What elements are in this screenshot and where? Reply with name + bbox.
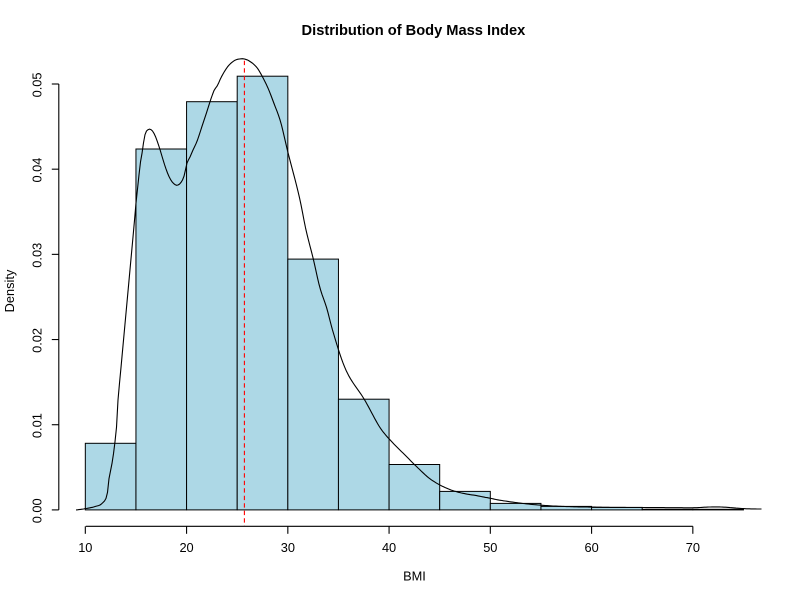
- svg-text:20: 20: [179, 540, 193, 555]
- svg-text:Density: Density: [2, 269, 17, 312]
- svg-text:0.01: 0.01: [30, 413, 45, 438]
- svg-text:40: 40: [382, 540, 396, 555]
- svg-text:60: 60: [584, 540, 598, 555]
- svg-text:10: 10: [78, 540, 92, 555]
- svg-text:30: 30: [281, 540, 295, 555]
- svg-text:BMI: BMI: [403, 569, 426, 584]
- svg-text:50: 50: [483, 540, 497, 555]
- svg-text:Distribution of Body Mass Inde: Distribution of Body Mass Index: [302, 23, 527, 39]
- svg-text:0.05: 0.05: [30, 72, 45, 97]
- svg-text:0.03: 0.03: [30, 243, 45, 268]
- svg-text:0.02: 0.02: [30, 328, 45, 353]
- svg-text:0.00: 0.00: [30, 498, 45, 523]
- svg-text:70: 70: [686, 540, 700, 555]
- svg-text:0.04: 0.04: [30, 158, 45, 183]
